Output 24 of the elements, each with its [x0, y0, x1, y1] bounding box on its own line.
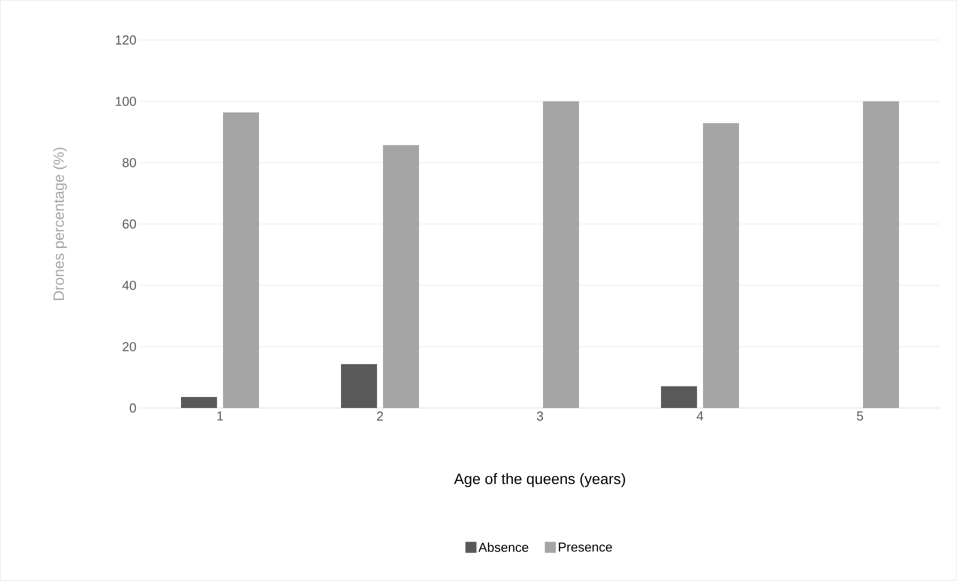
- x-tick-label: 4: [696, 412, 704, 420]
- bar: [181, 396, 217, 408]
- x-tick-label: 1: [217, 412, 223, 420]
- bar: [703, 123, 740, 408]
- bar: [383, 145, 420, 408]
- x-tick-label: 2: [377, 412, 383, 421]
- bar: [543, 101, 580, 408]
- x-tick-label: 3: [536, 412, 544, 421]
- bar: [341, 364, 378, 408]
- bar: [223, 112, 259, 408]
- legend-label: Absence: [478, 542, 528, 552]
- x-tick-label: 5: [856, 412, 864, 421]
- legend-label: Presence: [558, 542, 612, 552]
- y-tick-label: 60: [122, 219, 136, 229]
- x-axis-title: Age of the queens (years): [454, 473, 626, 488]
- y-tick-label: 120: [116, 35, 136, 45]
- bar: [863, 101, 900, 408]
- bar: [661, 386, 698, 408]
- y-tick-label: 100: [116, 96, 136, 106]
- y-tick-label: 40: [122, 280, 136, 290]
- y-tick-label: 80: [122, 158, 136, 168]
- y-tick-label: 20: [122, 342, 136, 352]
- y-axis-title: Drones percentage (%): [53, 148, 67, 300]
- y-tick-label: 0: [130, 403, 136, 413]
